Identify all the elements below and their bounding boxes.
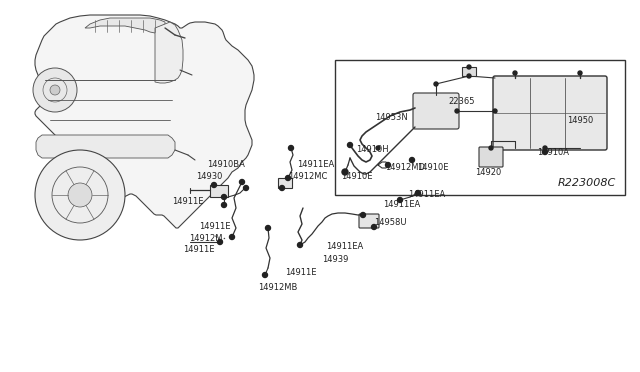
Circle shape [467,74,471,78]
Polygon shape [35,15,254,228]
Circle shape [35,150,125,240]
Circle shape [371,224,376,230]
Polygon shape [85,18,165,35]
Circle shape [239,180,244,185]
Circle shape [513,71,517,75]
Circle shape [218,240,223,244]
Circle shape [262,273,268,278]
Polygon shape [155,22,183,83]
Circle shape [68,183,92,207]
Text: 14911E: 14911E [183,245,214,254]
Circle shape [243,186,248,190]
Circle shape [489,146,493,150]
Text: 14920: 14920 [475,168,501,177]
Circle shape [348,142,353,148]
Text: 14953N: 14953N [375,113,408,122]
Circle shape [385,163,390,167]
Circle shape [376,146,380,150]
Bar [335,60,625,195]
Circle shape [289,145,294,151]
Bar [210,185,228,197]
Circle shape [211,183,216,187]
Circle shape [50,85,60,95]
Text: R223008C: R223008C [557,178,616,188]
Text: 14910E: 14910E [341,172,372,181]
Text: 14910A: 14910A [537,148,569,157]
Circle shape [221,202,227,208]
Circle shape [455,109,459,113]
Text: 14950: 14950 [567,116,593,125]
Circle shape [360,212,365,218]
Circle shape [397,198,403,202]
Circle shape [280,186,285,190]
Text: 14910E: 14910E [417,163,449,172]
Polygon shape [36,135,175,158]
FancyBboxPatch shape [413,93,459,129]
Circle shape [578,71,582,75]
Text: 14930: 14930 [196,172,222,181]
Text: 14912M: 14912M [189,234,223,243]
Circle shape [342,169,348,175]
Circle shape [230,234,234,240]
Circle shape [493,109,497,113]
Text: 14911E: 14911E [285,268,317,277]
Text: 14911EA: 14911EA [297,160,334,169]
Text: 14911E: 14911E [199,222,230,231]
Text: 14912MD: 14912MD [385,163,425,172]
FancyBboxPatch shape [493,76,607,150]
Circle shape [285,176,291,180]
Text: 14939: 14939 [322,255,348,264]
Text: 22365: 22365 [448,97,474,106]
FancyBboxPatch shape [359,214,379,228]
Circle shape [415,190,420,196]
Circle shape [266,225,271,231]
Circle shape [410,157,415,163]
Text: 14911EA: 14911EA [383,200,420,209]
Text: 14910H: 14910H [356,145,388,154]
Text: 14911EA: 14911EA [326,242,364,251]
Text: 14912MB: 14912MB [258,283,298,292]
FancyBboxPatch shape [479,147,503,167]
Circle shape [543,150,547,154]
Text: 14911EA: 14911EA [408,190,445,199]
Text: 14912MC: 14912MC [288,172,328,181]
Circle shape [543,146,547,150]
Circle shape [298,243,303,247]
Circle shape [467,65,471,69]
Circle shape [33,68,77,112]
Text: 14911E: 14911E [172,197,204,206]
Circle shape [434,82,438,86]
Bar [278,178,292,188]
Text: 14958U: 14958U [374,218,406,227]
Circle shape [221,195,227,199]
Bar [462,67,476,76]
Text: 14910BA: 14910BA [207,160,245,169]
